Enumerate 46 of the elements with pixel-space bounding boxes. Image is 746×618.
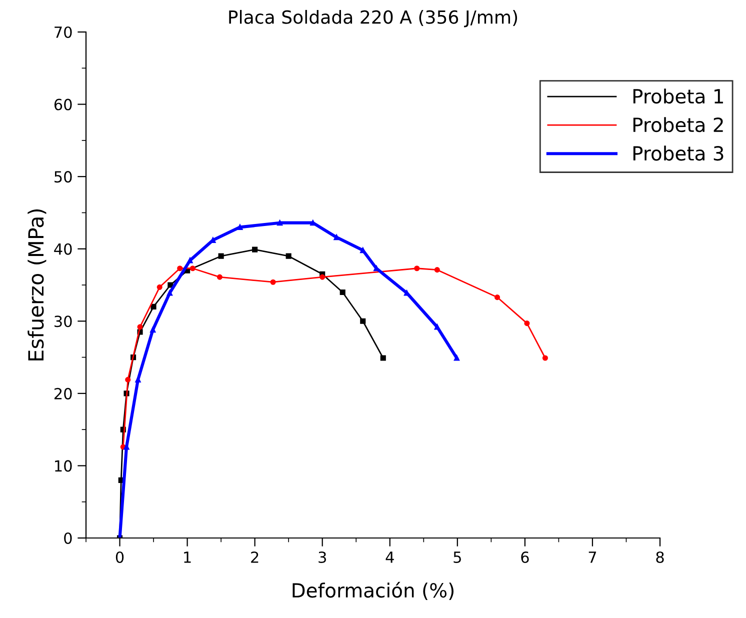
point <box>190 266 196 272</box>
point <box>286 253 292 259</box>
y-tick-label: 50 <box>54 171 72 183</box>
point <box>340 289 346 296</box>
point <box>216 274 222 280</box>
legend-label: Probeta 1 <box>633 88 723 104</box>
legend-label: Probeta 2 <box>633 117 723 132</box>
point <box>150 304 156 310</box>
x-tick-label: 4 <box>386 552 394 563</box>
x-tick-label: 1 <box>184 552 191 563</box>
point <box>524 320 530 326</box>
point <box>494 294 500 300</box>
point <box>360 318 366 324</box>
y-tick-label: 60 <box>54 98 72 110</box>
legend-label: Probeta 3 <box>633 146 724 161</box>
point <box>270 279 276 285</box>
x-tick-label: 8 <box>656 551 664 564</box>
y-tick-label: 40 <box>54 243 72 255</box>
point <box>137 324 143 330</box>
point <box>135 376 141 382</box>
y-tick-label: 10 <box>55 460 72 472</box>
point <box>252 246 258 252</box>
y-axis-title: Esfuerzo (MPa) <box>28 209 46 360</box>
x-tick-label: 3 <box>318 551 326 564</box>
point <box>177 266 183 272</box>
x-tick-label: 2 <box>251 551 258 563</box>
point <box>414 266 420 272</box>
x-tick-label: 0 <box>116 551 124 564</box>
y-tick-label: 30 <box>54 316 72 328</box>
point <box>156 284 162 290</box>
point <box>125 376 131 382</box>
x-tick-label: 5 <box>454 552 461 564</box>
point <box>237 224 243 230</box>
point <box>434 267 440 273</box>
y-tick-label: 20 <box>54 388 72 400</box>
chart-title: Placa Soldada 220 A (356 J/mm) <box>229 10 518 28</box>
y-tick-label: 0 <box>64 532 72 544</box>
point <box>320 274 326 280</box>
x-axis-title: Deformación (%) <box>292 582 454 600</box>
point <box>380 355 386 361</box>
point <box>542 355 548 361</box>
x-tick-label: 7 <box>588 552 596 563</box>
x-tick-label: 6 <box>521 551 529 564</box>
point <box>218 253 224 259</box>
point <box>168 282 174 288</box>
y-tick-label: 70 <box>54 26 72 38</box>
